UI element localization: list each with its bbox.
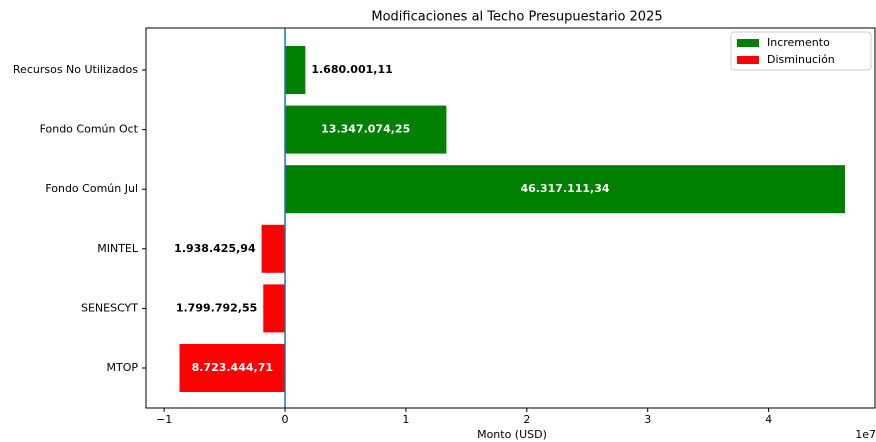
bar — [285, 105, 447, 154]
legend-swatch — [737, 56, 759, 64]
bar — [179, 344, 286, 392]
x-tick-label: 2 — [523, 413, 530, 426]
bar — [263, 284, 286, 333]
y-tick-label: Fondo Común Jul — [45, 182, 138, 195]
y-tick-label: SENESCYT — [81, 301, 138, 314]
legend-frame — [730, 31, 872, 71]
x-axis-label: Monto (USD) — [477, 428, 547, 441]
chart-subtitle: Modificaciones al Techo Presupuestario 2… — [371, 10, 662, 25]
bar — [285, 165, 845, 214]
value-label: 1.680.001,11 — [311, 63, 392, 76]
bar — [261, 224, 286, 273]
y-tick-label: MINTEL — [97, 242, 139, 255]
x-offset-label: 1e7 — [855, 428, 876, 441]
legend-label: Disminución — [767, 53, 835, 66]
value-label: 46.317.111,34 — [520, 182, 609, 195]
x-tick-label: 4 — [765, 413, 772, 426]
legend-swatch — [737, 39, 759, 47]
value-label: 8.723.444,71 — [192, 361, 273, 374]
plot-frame — [145, 27, 876, 409]
value-label: 1.799.792,55 — [176, 301, 257, 314]
y-tick-label: Fondo Común Oct — [40, 123, 139, 136]
value-label: 1.938.425,94 — [174, 242, 256, 255]
x-tick-label: 0 — [282, 413, 289, 426]
y-tick-label: Recursos No Utilizados — [13, 63, 138, 76]
value-label: 13.347.074,25 — [321, 123, 410, 136]
y-tick-label: MTOP — [106, 361, 138, 374]
x-tick-label: −1 — [156, 413, 172, 426]
legend-label: Incremento — [767, 36, 830, 49]
x-tick-label: 3 — [644, 413, 651, 426]
x-tick-label: 1 — [402, 413, 409, 426]
bar — [285, 46, 306, 94]
